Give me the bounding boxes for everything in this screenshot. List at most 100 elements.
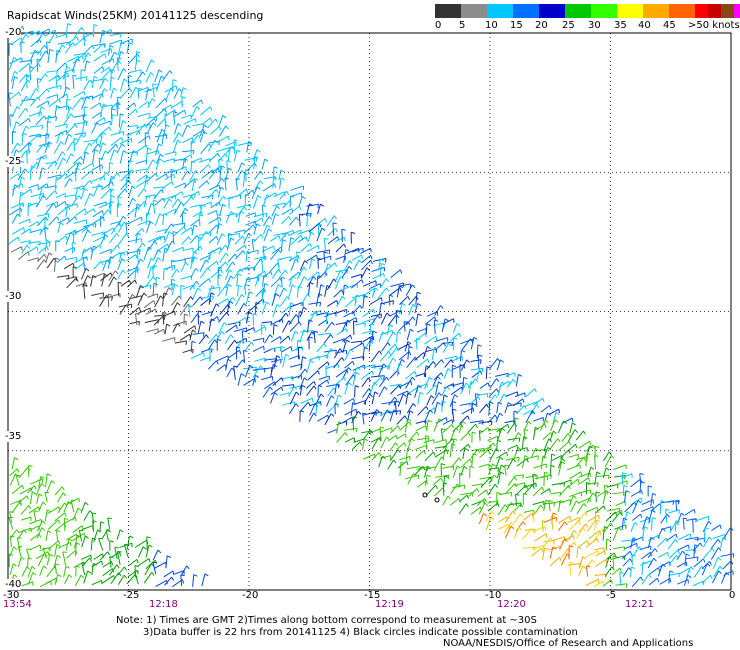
wind-barb	[450, 332, 460, 342]
wind-barb	[174, 182, 186, 189]
wind-barb	[561, 548, 569, 559]
wind-barb-flag	[290, 346, 293, 351]
wind-barb	[522, 513, 533, 521]
wind-barb	[398, 283, 411, 287]
wind-barb-flag	[493, 474, 498, 479]
wind-barb	[442, 342, 449, 353]
wind-barb	[201, 194, 214, 199]
wind-barb-flag	[247, 277, 251, 281]
wind-barb	[298, 196, 303, 207]
wind-barb	[561, 433, 569, 443]
wind-barb	[29, 30, 40, 36]
wind-barb	[317, 319, 327, 326]
wind-barb	[116, 529, 121, 540]
wind-barb-flag	[353, 437, 356, 442]
wind-barb-flag	[78, 161, 83, 166]
wind-barb	[56, 62, 66, 72]
wind-barb-flag	[15, 149, 20, 153]
wind-barb	[207, 118, 216, 129]
wind-barb	[344, 298, 356, 308]
wind-barb	[458, 473, 461, 488]
wind-barb	[108, 51, 115, 63]
wind-barb	[144, 563, 152, 576]
wind-barb	[190, 134, 199, 146]
wind-barb	[702, 521, 709, 533]
wind-barb-flag	[260, 233, 264, 238]
wind-barb-flag	[80, 69, 86, 72]
wind-barb-flag	[376, 409, 380, 413]
wind-barb-flag	[39, 38, 42, 43]
wind-barb	[469, 420, 484, 424]
wind-barb-flag	[64, 75, 70, 78]
wind-barb-flag	[517, 446, 522, 451]
wind-barb-flag	[46, 473, 51, 476]
wind-barb	[81, 562, 86, 576]
wind-barb-flag	[385, 278, 390, 283]
wind-barb-flag	[429, 409, 434, 414]
wind-barb	[127, 125, 138, 128]
wind-barb-flag	[317, 245, 320, 250]
wind-barb-flag	[301, 384, 306, 388]
wind-barb-flag	[454, 394, 459, 398]
wind-barb-flag	[118, 222, 122, 227]
wind-barb	[171, 258, 186, 263]
wind-barb-flag	[457, 483, 461, 488]
wind-barb-flag	[586, 452, 591, 456]
wind-barb-flag	[594, 454, 599, 457]
wind-barb-flag	[349, 260, 353, 264]
wind-barb-flag	[177, 139, 182, 144]
wind-barb-flag	[477, 344, 482, 347]
wind-barb	[98, 88, 105, 101]
wind-barb-flag	[675, 520, 680, 523]
wind-barb-flag	[382, 331, 386, 335]
wind-barb	[262, 386, 271, 398]
wind-barb-flag	[425, 365, 430, 369]
wind-barb	[56, 151, 63, 162]
wind-barb	[164, 173, 174, 181]
wind-barb	[369, 283, 381, 290]
wind-barb-flag	[70, 113, 74, 118]
wind-barb-flag	[54, 190, 58, 195]
wind-barb-flag	[102, 142, 107, 146]
wind-barb	[280, 296, 288, 307]
wind-barb-flag	[93, 208, 96, 213]
wind-barb-flag	[510, 525, 515, 530]
wind-barb-flag	[290, 195, 295, 198]
wind-barb	[190, 219, 200, 227]
wind-barb-flag	[49, 553, 54, 557]
wind-barb	[27, 203, 30, 217]
wind-barb-flag	[28, 118, 31, 123]
wind-barb-flag	[95, 139, 98, 144]
wind-barb-flag	[125, 176, 131, 180]
wind-barb-flag	[338, 421, 343, 424]
wind-barb-flag	[116, 102, 121, 105]
wind-barb	[135, 144, 147, 154]
wind-barb	[199, 259, 207, 272]
wind-barb-flag	[52, 202, 57, 207]
wind-barb	[81, 525, 93, 531]
wind-barb-flag	[409, 283, 412, 289]
wind-barb	[405, 448, 408, 461]
wind-barb	[64, 42, 74, 54]
wind-barb-flag	[273, 324, 278, 327]
wind-barb	[317, 203, 321, 215]
wind-barb-flag	[383, 386, 388, 390]
wind-barb-flag	[162, 311, 167, 314]
wind-barb-flag	[147, 88, 152, 92]
wind-barb-flag	[136, 559, 139, 564]
wind-barb-flag	[410, 381, 413, 386]
wind-barb-flag	[392, 331, 397, 336]
wind-barb-flag	[334, 403, 339, 406]
wind-barb-flag	[119, 113, 125, 116]
wind-barb-flag	[313, 412, 317, 417]
wind-barb	[181, 170, 189, 181]
wind-barb	[622, 558, 631, 567]
wind-barb-flag	[403, 321, 409, 323]
wind-barb	[641, 551, 651, 560]
wind-barb-flag	[28, 505, 32, 510]
wind-barb-flag	[585, 523, 589, 528]
wind-barb	[362, 335, 374, 343]
wind-barb	[20, 188, 32, 197]
wind-barb-flag	[83, 248, 88, 252]
